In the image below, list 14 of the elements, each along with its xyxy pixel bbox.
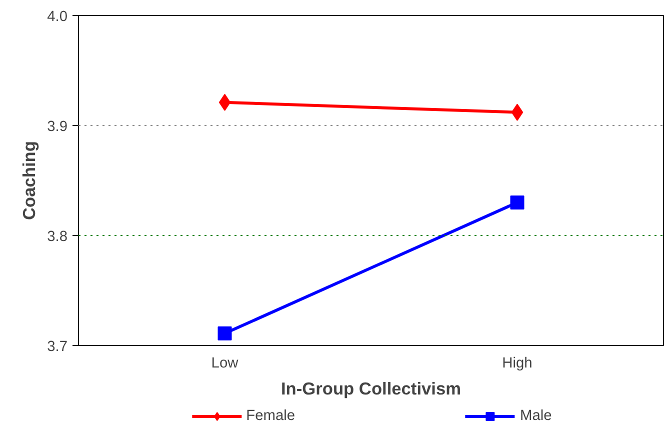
point (218, 326, 232, 340)
point (510, 196, 524, 210)
x-tick-label: Low (211, 356, 239, 372)
y-tick-label: 4.0 (47, 9, 68, 25)
y-axis-title: Coaching (19, 141, 40, 220)
legend-label: Female (246, 408, 296, 424)
point (218, 94, 231, 111)
y-tick-label: 3.8 (47, 229, 68, 245)
x-axis-title: In-Group Collectivism (280, 378, 462, 398)
x-tick-label: High (502, 356, 532, 372)
y-tick-label: 3.7 (47, 339, 68, 355)
legend-label: Male (520, 408, 552, 424)
point (511, 104, 524, 121)
y-tick-label: 3.9 (47, 119, 68, 135)
